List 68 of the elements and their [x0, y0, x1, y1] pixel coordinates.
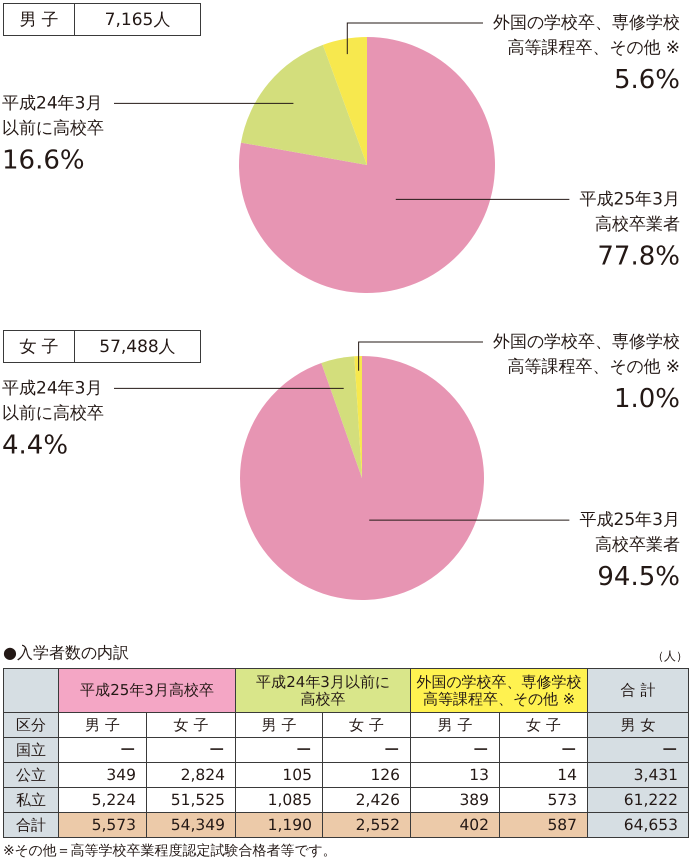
- text: 合 計: [620, 681, 656, 699]
- data-label: 573: [547, 791, 578, 809]
- text: 平成25年3月高校卒: [80, 681, 214, 699]
- y-tick-label: 合計: [16, 816, 46, 834]
- text: ー: [561, 740, 578, 758]
- data-label: 2,426: [356, 791, 400, 809]
- pie-slice: [240, 44, 367, 165]
- data-label: 64,653: [624, 816, 678, 834]
- slice-label: 平成25年3月高校卒業者: [580, 189, 680, 234]
- chart-title: 男 子: [19, 9, 59, 31]
- text: ※その他＝高等学校卒業程度認定試験合格者等です。: [3, 843, 337, 859]
- data-label: 1,190: [268, 816, 312, 834]
- text: ー: [473, 740, 490, 758]
- y-tick-label: 公立: [16, 766, 46, 784]
- slice-label: 外国の学校卒、専修学校高等課程卒、その他 ※: [493, 13, 680, 58]
- data-label: 14: [557, 766, 578, 784]
- data-label: 402: [459, 816, 490, 834]
- data-label: 5,573: [92, 816, 136, 834]
- data-label: 389: [459, 791, 490, 809]
- data-label: 1,085: [268, 791, 312, 809]
- text: 平成24年3月以前に高校卒: [256, 672, 390, 708]
- data-label: 54,349: [170, 816, 226, 834]
- y-tick-label: 私立: [16, 790, 46, 808]
- text: 外国の学校卒、専修学校高等課程卒、その他 ※: [416, 672, 582, 708]
- pie-slice: [321, 356, 362, 478]
- x-tick-label: 男 子: [262, 716, 296, 734]
- x-tick-label: 男 女: [620, 716, 656, 734]
- pie-slice: [239, 37, 495, 293]
- slice-label: 平成24年3月以前に高校卒: [2, 93, 104, 138]
- data-label: 349: [106, 766, 136, 784]
- y-tick-label: 国立: [16, 740, 46, 758]
- data-label: 4.4%: [2, 430, 68, 460]
- text: （人）: [652, 649, 688, 663]
- data-label: 1.0%: [614, 384, 680, 414]
- text: ー: [384, 740, 400, 758]
- data-label: 5.6%: [614, 65, 680, 95]
- x-tick-label: 男 子: [438, 716, 472, 734]
- chart-title: 女 子: [19, 336, 59, 358]
- pie-slice: [322, 37, 367, 165]
- x-tick-label: 女 子: [349, 716, 384, 734]
- data-label: 126: [370, 766, 400, 784]
- data-label: 105: [282, 766, 312, 784]
- data-label: 13: [469, 766, 490, 784]
- data-label: 2,552: [356, 816, 400, 834]
- text: ー: [120, 740, 136, 758]
- data-label: 2,824: [180, 766, 226, 784]
- data-label: 16.6%: [2, 145, 85, 176]
- slice-label: 平成25年3月高校卒業者: [580, 510, 680, 556]
- data-label: 3,431: [634, 766, 678, 784]
- slice-label: 外国の学校卒、専修学校高等課程卒、その他 ※: [493, 332, 680, 377]
- x-tick-label: 女 子: [174, 716, 208, 734]
- chart-subtitle: 7,165人: [104, 9, 170, 31]
- text: ー: [662, 740, 678, 758]
- data-label: 61,222: [624, 791, 678, 809]
- chart-title: ●入学者数の内訳: [3, 643, 129, 662]
- pie-slice: [240, 356, 484, 600]
- x-tick-label: 男 子: [85, 716, 120, 734]
- slice-label: 平成24年3月以前に高校卒: [2, 378, 104, 424]
- y-axis-title: 区分: [16, 716, 46, 734]
- text: ー: [209, 740, 226, 758]
- x-tick-label: 女 子: [526, 716, 561, 734]
- data-label: 77.8%: [597, 241, 680, 272]
- data-label: 5,224: [92, 791, 136, 809]
- chart-subtitle: 57,488人: [99, 336, 176, 358]
- text: ー: [296, 740, 312, 758]
- data-label: 51,525: [170, 791, 226, 809]
- data-label: 94.5%: [597, 562, 680, 592]
- data-label: 587: [547, 816, 578, 834]
